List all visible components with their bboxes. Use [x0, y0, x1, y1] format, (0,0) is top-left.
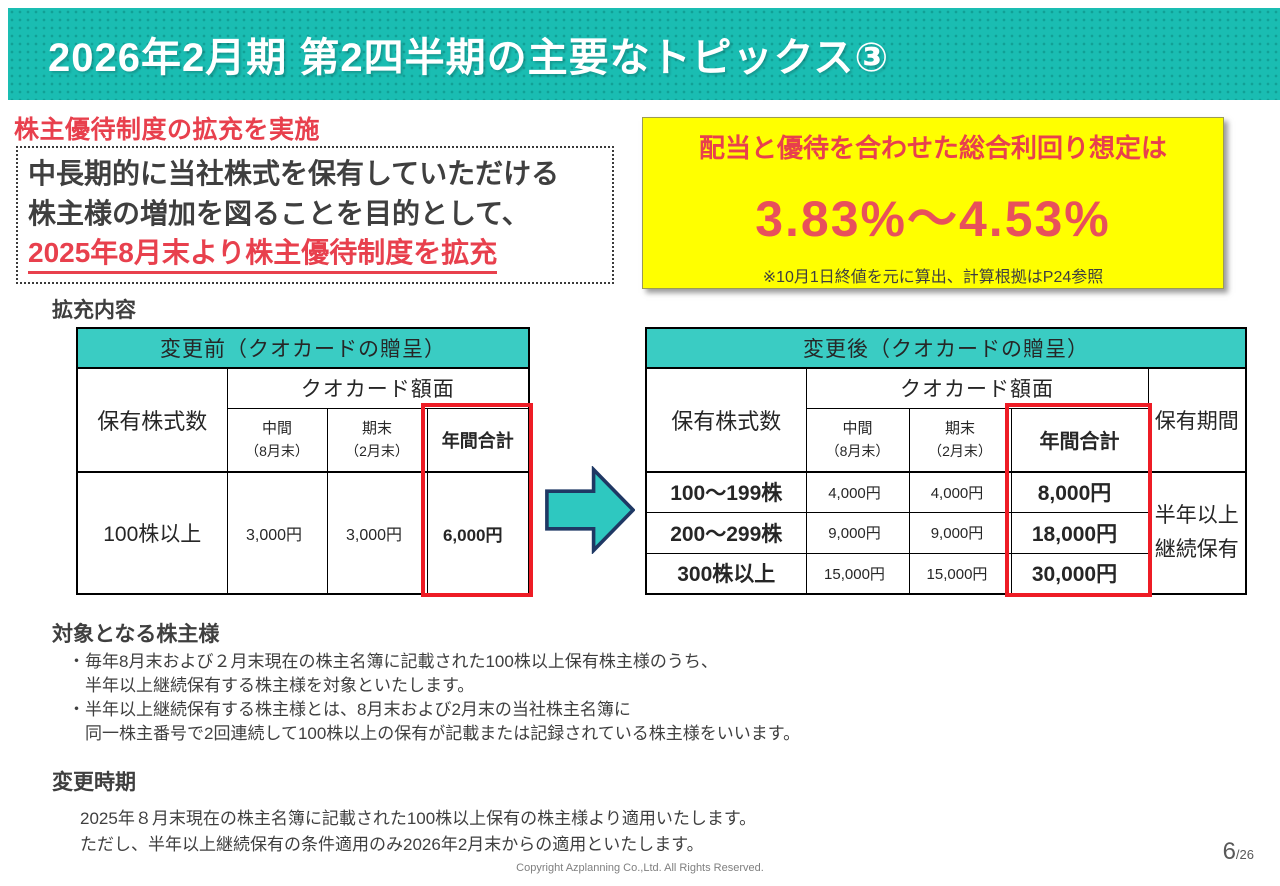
- before-row-interim: 3,000円: [226, 471, 328, 595]
- after-row-2: 200～299株 9,000円 9,000円 18,000円: [645, 511, 1246, 554]
- before-table: 変更前（クオカードの贈呈） 保有株式数 クオカード額面 中間 （8月末） 期末 …: [76, 327, 530, 595]
- before-row-yearend: 3,000円: [326, 471, 428, 595]
- before-table-title: 変更前（クオカードの贈呈）: [76, 327, 530, 369]
- target-bullet1-line1: ・毎年8月末および２月末現在の株主名簿に記載された100株以上保有株主様のうち、: [68, 652, 718, 671]
- target-heading: 対象となる株主様: [52, 623, 220, 646]
- schedule-heading: 変更時期: [52, 771, 136, 794]
- purpose-box: 中長期的に当社株式を保有していただける 株主様の増加を図ることを目的として、 2…: [16, 146, 614, 284]
- after-col-interim: 中間 （8月末）: [805, 407, 910, 473]
- header-bar: 2026年2月期 第2四半期の主要なトピックス③: [8, 8, 1280, 100]
- before-total-highlight: [421, 403, 533, 597]
- target-bullet1-line2: 半年以上継続保有する株主様を対象といたします。: [85, 676, 475, 695]
- yield-heading: 配当と優待を合わせた総合利回り想定は: [698, 133, 1167, 163]
- before-col-yearend: 期末 （2月末）: [326, 407, 428, 473]
- before-col-total: 年間合計: [426, 407, 530, 473]
- after-col-total: 年間合計: [1010, 407, 1149, 473]
- after-table: 変更後（クオカードの贈呈） 保有株式数 クオカード額面 保有期間 中間 （8月末…: [645, 327, 1248, 595]
- page-title: 2026年2月期 第2四半期の主要なトピックス③: [48, 36, 890, 80]
- after-col-yearend: 期末 （2月末）: [908, 407, 1012, 473]
- intro-heading: 株主優待制度の拡充を実施: [14, 116, 321, 144]
- after-col-group: クオカード額面: [805, 367, 1149, 409]
- page-number: 6/26: [1222, 838, 1254, 865]
- target-bullet2-line1: ・半年以上継続保有する株主様とは、8月末および2月末の当社株主名簿に: [68, 700, 631, 719]
- purpose-line-3: 2025年8月末より株主優待制度を拡充: [28, 234, 498, 274]
- yield-box: 配当と優待を合わせた総合利回り想定は 3.83%～4.53% ※10月1日終値を…: [642, 117, 1224, 289]
- before-col-group: クオカード額面: [226, 367, 530, 409]
- after-row-3: 300株以上 15,000円 15,000円 30,000円: [645, 552, 1246, 595]
- after-col-period: 保有期間: [1147, 367, 1247, 473]
- before-row-shares: 100株以上: [76, 471, 228, 595]
- copyright-text: Copyright Azplanning Co.,Ltd. All Rights…: [516, 862, 764, 874]
- before-col-interim: 中間 （8月末）: [226, 407, 328, 473]
- change-arrow-icon: [545, 465, 636, 555]
- expansion-label: 拡充内容: [52, 299, 136, 322]
- yield-note: ※10月1日終値を元に算出、計算根拠はP24参照: [762, 269, 1104, 286]
- after-col-shares: 保有株式数: [645, 367, 807, 473]
- purpose-line-2: 株主様の増加を図ることを目的として、: [28, 198, 530, 229]
- before-col-shares: 保有株式数: [76, 367, 228, 473]
- purpose-line-1: 中長期的に当社株式を保有していただける: [28, 158, 560, 189]
- after-row-1: 100～199株 4,000円 4,000円 8,000円 半年以上 継続保有: [645, 471, 1247, 595]
- yield-value: 3.83%～4.53%: [755, 191, 1111, 247]
- schedule-text: 2025年８月末現在の株主名簿に記載された100株以上保有の株主様より適用いたし…: [80, 806, 756, 858]
- schedule-line2: ただし、半年以上継続保有の条件適用のみ2026年2月末からの適用といたします。: [80, 835, 704, 854]
- after-table-title: 変更後（クオカードの贈呈）: [645, 327, 1247, 369]
- after-period-value: 半年以上 継続保有: [1147, 471, 1247, 595]
- after-total-highlight: [1005, 403, 1152, 597]
- target-text: ・毎年8月末および２月末現在の株主名簿に記載された100株以上保有株主様のうち、…: [68, 650, 800, 746]
- schedule-line1: 2025年８月末現在の株主名簿に記載された100株以上保有の株主様より適用いたし…: [80, 809, 757, 828]
- target-bullet2-line2: 同一株主番号で2回連続して100株以上の保有が記載または記録されている株主様をい…: [85, 724, 801, 743]
- before-row-total: 6,000円: [426, 471, 530, 595]
